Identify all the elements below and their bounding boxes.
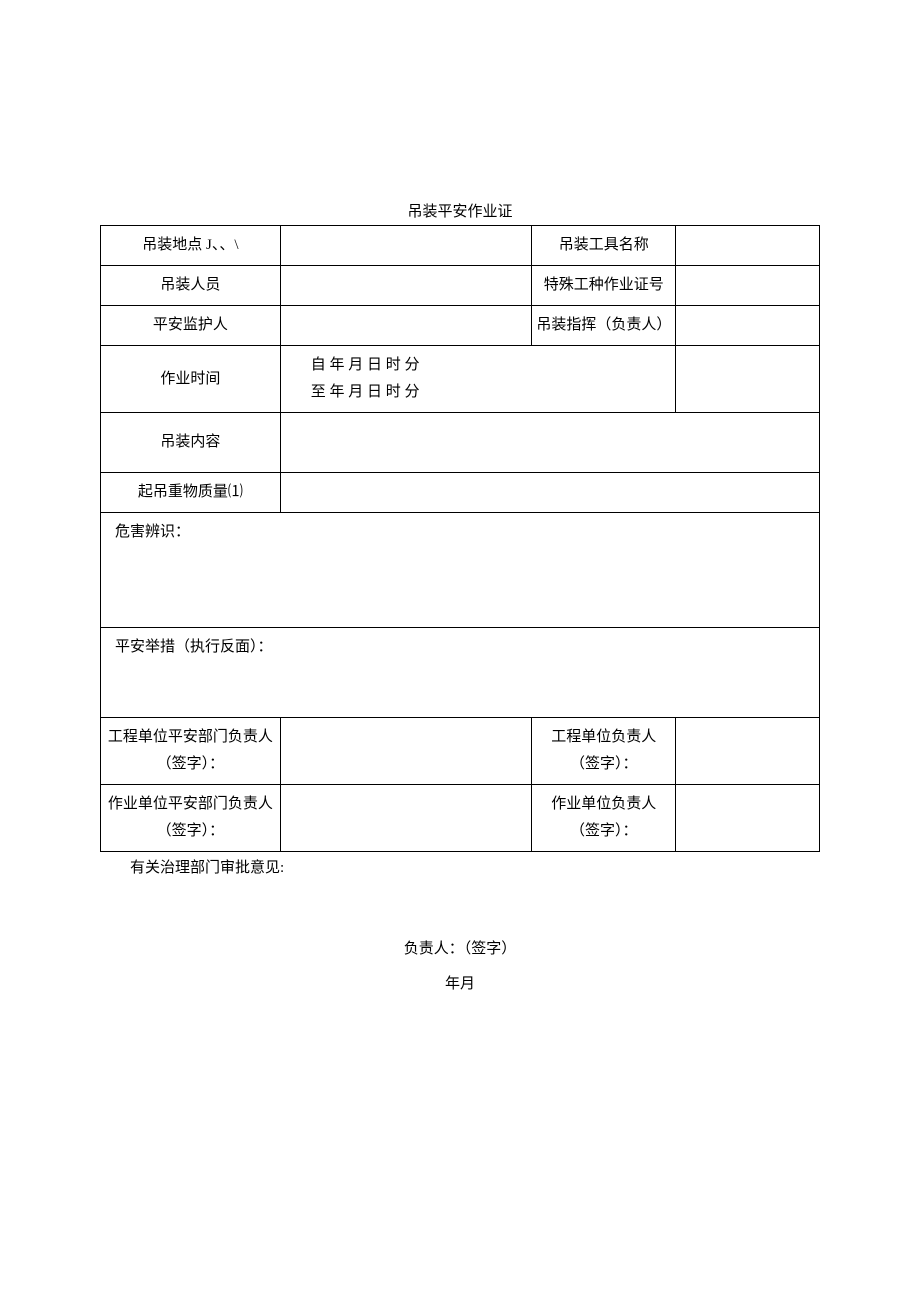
- label-personnel: 吊装人员: [101, 266, 281, 306]
- label-tool-name: 吊装工具名称: [532, 226, 676, 266]
- row-worktime: 作业时间 自 年 月 日 时 分 至 年 月 日 时 分: [101, 346, 820, 413]
- label-commander: 吊装指挥（负责人）: [532, 306, 676, 346]
- label-weight: 起吊重物质量⑴: [101, 473, 281, 513]
- label-supervisor: 平安监护人: [101, 306, 281, 346]
- row-signature-1: 工程单位平安部门负责人（签字）： 工程单位负责人（签字）：: [101, 718, 820, 785]
- label-content: 吊装内容: [101, 413, 281, 473]
- value-location: [280, 226, 532, 266]
- approval-opinion: 有关治理部门审批意见:: [100, 856, 820, 877]
- label-worktime: 作业时间: [101, 346, 281, 413]
- time-from: 自 年 月 日 时 分: [311, 352, 671, 379]
- date-line: 年月: [100, 972, 820, 993]
- value-personnel: [280, 266, 532, 306]
- row-hazard: 危害辨识：: [101, 513, 820, 628]
- value-supervisor: [280, 306, 532, 346]
- value-content: [280, 413, 819, 473]
- label-cert-number: 特殊工种作业证号: [532, 266, 676, 306]
- value-work-safety-sig: [280, 785, 532, 852]
- hazard-identification: 危害辨识：: [101, 513, 820, 628]
- row-supervisor: 平安监护人 吊装指挥（负责人）: [101, 306, 820, 346]
- value-eng-safety-sig: [280, 718, 532, 785]
- value-weight: [280, 473, 819, 513]
- label-work-safety-sig: 作业单位平安部门负责人（签字）：: [101, 785, 281, 852]
- responsible-signature: 负责人：（签字）: [100, 937, 820, 958]
- value-worktime: 自 年 月 日 时 分 至 年 月 日 时 分: [280, 346, 675, 413]
- label-location: 吊装地点 J、、\: [101, 226, 281, 266]
- document-title: 吊装平安作业证: [100, 200, 820, 221]
- permit-form-table: 吊装地点 J、、\ 吊装工具名称 吊装人员 特殊工种作业证号 平安监护人 吊装指…: [100, 225, 820, 852]
- time-to: 至 年 月 日 时 分: [311, 379, 671, 406]
- row-location: 吊装地点 J、、\ 吊装工具名称: [101, 226, 820, 266]
- row-weight: 起吊重物质量⑴: [101, 473, 820, 513]
- value-tool-name: [676, 226, 820, 266]
- row-personnel: 吊装人员 特殊工种作业证号: [101, 266, 820, 306]
- value-worktime-extra: [676, 346, 820, 413]
- label-eng-head-sig: 工程单位负责人（签字）：: [532, 718, 676, 785]
- row-signature-2: 作业单位平安部门负责人（签字）： 作业单位负责人（签字）：: [101, 785, 820, 852]
- label-eng-safety-sig: 工程单位平安部门负责人（签字）：: [101, 718, 281, 785]
- row-measures: 平安举措（执行反面）：: [101, 628, 820, 718]
- safety-measures: 平安举措（执行反面）：: [101, 628, 820, 718]
- value-cert-number: [676, 266, 820, 306]
- value-eng-head-sig: [676, 718, 820, 785]
- value-work-head-sig: [676, 785, 820, 852]
- value-commander: [676, 306, 820, 346]
- row-content: 吊装内容: [101, 413, 820, 473]
- label-work-head-sig: 作业单位负责人（签字）：: [532, 785, 676, 852]
